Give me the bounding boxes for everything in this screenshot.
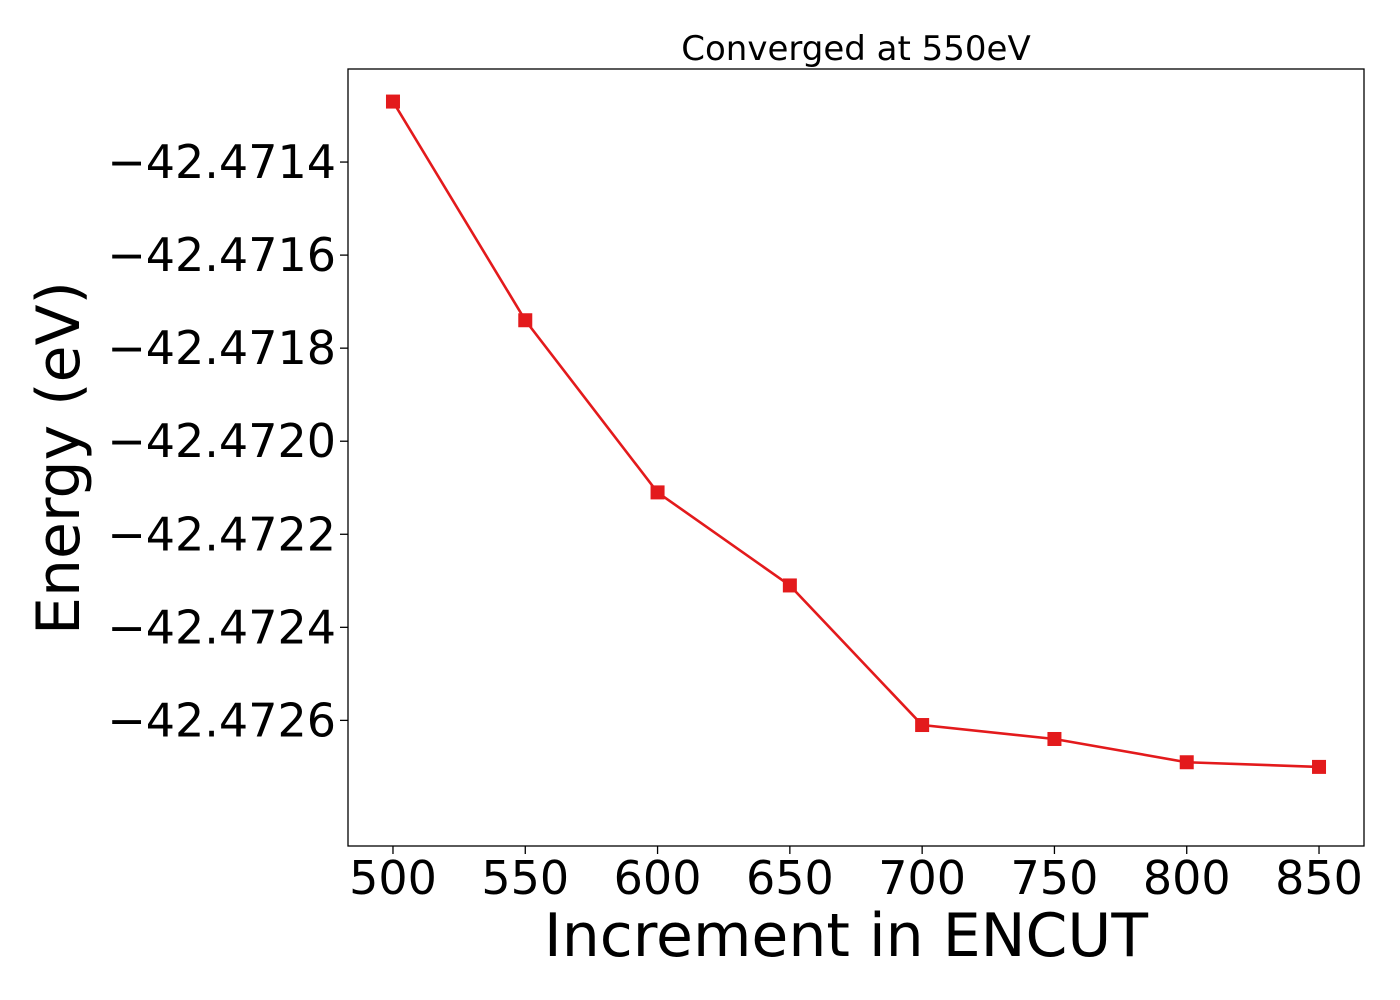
- y-tick-label: −42.4724: [107, 600, 336, 654]
- y-tick-label: −42.4714: [107, 135, 336, 189]
- x-tick-label: 650: [746, 851, 834, 905]
- y-tick-label: −42.4718: [107, 321, 336, 375]
- y-tick-label: −42.4720: [107, 414, 336, 468]
- chart-title: Converged at 550eV: [681, 29, 1030, 69]
- x-axis-label: Increment in ENCUT: [544, 901, 1148, 971]
- y-tick-label: −42.4726: [107, 693, 336, 747]
- data-point-marker: [650, 485, 665, 500]
- y-tick-label: −42.4722: [107, 507, 336, 561]
- series-line: [391, 100, 1320, 769]
- plot-area-frame: [347, 68, 1365, 847]
- x-tick-label: 500: [349, 851, 437, 905]
- x-tick-label: 850: [1275, 851, 1363, 905]
- x-tick-label: 550: [481, 851, 569, 905]
- y-tick-label: −42.4716: [107, 228, 336, 282]
- series-layer: [385, 94, 1327, 774]
- x-tick-label: 700: [878, 851, 966, 905]
- y-axis-label: Energy (eV): [24, 281, 94, 635]
- data-point-marker: [1179, 755, 1194, 770]
- data-point-marker: [782, 578, 797, 593]
- data-point-marker: [915, 718, 930, 733]
- data-point-marker: [385, 94, 400, 109]
- data-point-marker: [518, 313, 533, 328]
- x-tick-label: 800: [1143, 851, 1231, 905]
- x-tick-label: 600: [614, 851, 702, 905]
- data-point-marker: [1047, 731, 1062, 746]
- x-axis-ticks: 500 550 600 650 700 750 800 850: [349, 846, 1363, 905]
- y-axis-ticks: −42.4714 −42.4716 −42.4718 −42.4720 −42.4722…: [107, 135, 348, 747]
- data-point-marker: [1312, 759, 1327, 774]
- x-tick-label: 750: [1011, 851, 1099, 905]
